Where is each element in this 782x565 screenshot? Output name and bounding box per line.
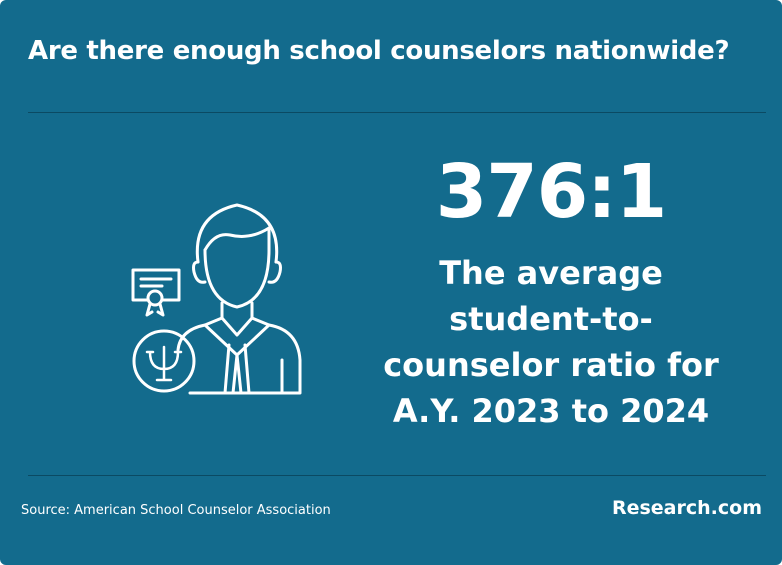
stat-description: The average student-to-counselor ratio fo…: [380, 250, 722, 434]
source-note: Source: American School Counselor Associ…: [21, 503, 331, 518]
ratio-stat: 376:1: [435, 149, 668, 235]
description-line: student-to-: [449, 300, 653, 338]
divider: [28, 475, 766, 476]
brand-logo: Research.com: [611, 497, 762, 519]
description-line: The average: [439, 254, 663, 292]
divider: [28, 112, 766, 113]
description-line: counselor ratio for: [383, 346, 719, 384]
title: Are there enough school counselors natio…: [28, 36, 730, 66]
description-line: A.Y. 2023 to 2024: [392, 392, 710, 430]
